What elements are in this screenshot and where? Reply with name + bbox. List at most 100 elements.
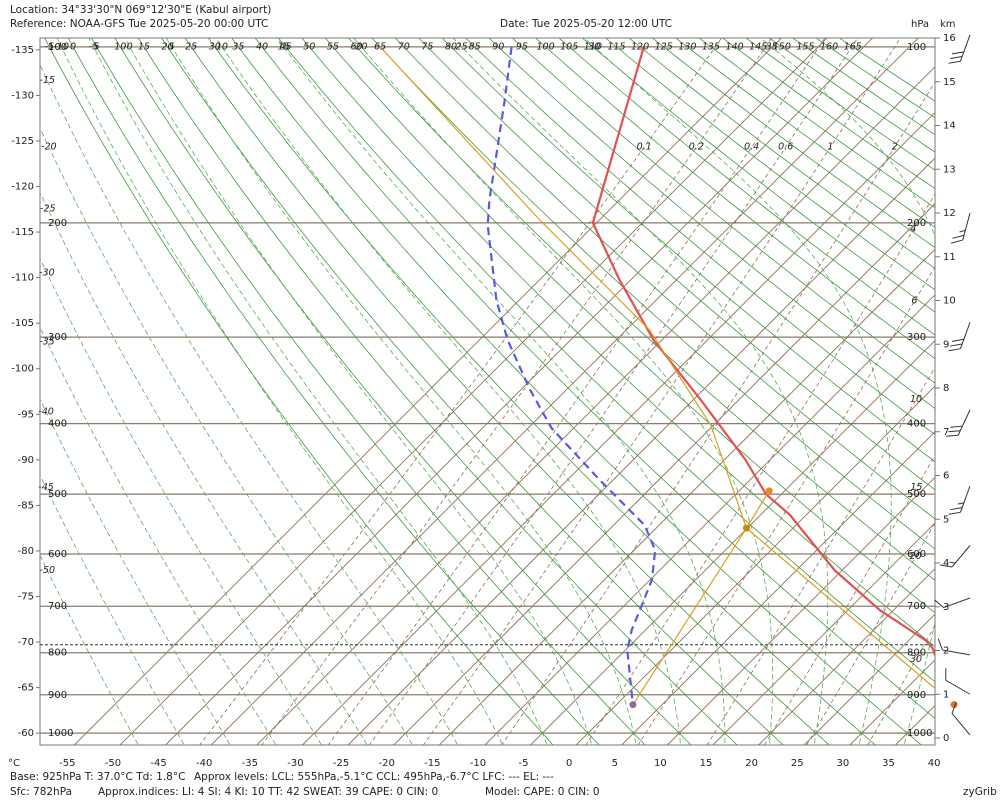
- z-tick-label: 10: [943, 296, 956, 307]
- mixing-ratio-label: 1: [827, 142, 833, 153]
- reference: Reference: NOAA-GFS Tue 2025-05-20 00:00…: [10, 18, 268, 30]
- mixing-ratio-label: 20: [910, 551, 922, 562]
- wind-staff: [951, 713, 971, 736]
- left-tick-label: -60: [18, 728, 34, 739]
- dry-adiabat-label: 5: [94, 41, 100, 52]
- mixing-ratio-line: [637, 266, 935, 745]
- dry-adiabat-label: 85: [469, 41, 481, 52]
- x-tick-label: 15: [700, 758, 713, 769]
- isotherm: [74, 38, 782, 745]
- wind-barb: [951, 338, 964, 342]
- wind-staff: [959, 34, 971, 62]
- dry-adiabat-label: 0: [70, 41, 76, 52]
- wind-barb: [950, 239, 963, 244]
- pressure-label-left: 200: [48, 218, 67, 229]
- pressure-label-left: 800: [48, 648, 67, 659]
- dry-adiabat-label: 105: [560, 41, 578, 52]
- wind-barb: [948, 430, 961, 433]
- moist-adiabat-label: -5: [89, 41, 98, 52]
- moist-adiabat-label: 15: [278, 41, 290, 52]
- pressure-label-right: 400: [907, 419, 926, 430]
- x-tick-label: -45: [150, 758, 166, 769]
- moist-adiabat: [40, 257, 323, 745]
- pressure-label-right: 800: [907, 648, 926, 659]
- mixing-ratio-label: 0.4: [744, 142, 759, 153]
- dry-adiabat-label: 50: [303, 41, 315, 52]
- pressure-label-right: 1000: [907, 728, 932, 739]
- mixing-ratio-label: 2: [892, 142, 898, 153]
- isotherm: [758, 567, 935, 745]
- pressure-label-right: 300: [907, 332, 926, 343]
- left-tick-label: -85: [18, 500, 34, 511]
- dry-adiabat: [161, 38, 784, 745]
- dry-adiabat-label: 165: [844, 41, 862, 52]
- moist-adiabat-label: 30: [588, 41, 600, 52]
- dry-adiabat: [511, 38, 935, 384]
- dry-adiabat-label: 20: [161, 41, 173, 52]
- z-tick-label: 1: [943, 689, 949, 700]
- moist-adiabat-label: 5: [169, 41, 175, 52]
- wind-barb: [950, 507, 963, 511]
- dry-adiabat-label: 135: [702, 41, 720, 52]
- background-lines: [40, 38, 1000, 745]
- dry-adiabat: [488, 38, 935, 409]
- dry-adiabat-label: 65: [374, 41, 386, 52]
- level-point: [765, 487, 773, 495]
- isotherm: [119, 38, 828, 745]
- pressure-label-left: 900: [48, 690, 67, 701]
- mixing-ratio-label: 10: [910, 394, 922, 405]
- pressure-label-left: 500: [48, 489, 67, 500]
- moist-adiabat-label: -20: [41, 142, 57, 153]
- dry-adiabat-label: 15: [138, 41, 150, 52]
- isotherm: [210, 38, 919, 745]
- z-tick-label: 12: [943, 208, 956, 219]
- dry-adiabat: [441, 38, 935, 463]
- levels-info: Approx levels: LCL: 555hPa,-5.1°C CCL: 4…: [194, 771, 554, 783]
- x-tick-label: 25: [791, 758, 804, 769]
- profiles: [40, 46, 935, 706]
- dry-adiabat-label: 45: [280, 41, 292, 52]
- profile-line: [486, 46, 657, 705]
- dry-adiabat-label: 140: [726, 41, 744, 52]
- dry-adiabat: [137, 38, 738, 745]
- dry-adiabat-label: 70: [398, 41, 410, 52]
- z-tick-label: 14: [943, 121, 956, 132]
- left-tick-label: -95: [18, 409, 34, 420]
- moist-adiabat-label: 20: [355, 41, 367, 52]
- labels: -55 -50 -45 -40 -35 -30 -25 -20 -15 -10 -5 0 5 10 15 20…: [11, 33, 971, 769]
- x-tick-label: -30: [287, 758, 303, 769]
- profile-line: [632, 527, 748, 706]
- isotherm: [621, 431, 935, 745]
- mixing-ratio-line: [501, 81, 935, 745]
- dry-adiabat: [301, 38, 935, 648]
- wind-barb: [951, 51, 964, 55]
- pressure-label-right: 700: [907, 601, 926, 612]
- pressure-label-left: 300: [48, 332, 67, 343]
- x-tick-label: -5: [519, 758, 529, 769]
- pressure-label-left: 1000: [48, 728, 73, 739]
- left-tick-label: -100: [11, 364, 34, 375]
- mixing-ratio-line: [368, 38, 859, 745]
- isotherm: [438, 248, 935, 745]
- isotherm: [941, 38, 1000, 745]
- wind-barb: [940, 564, 953, 568]
- wind-staff: [951, 545, 971, 568]
- isotherm: [530, 339, 935, 745]
- left-tick-label: -125: [11, 136, 34, 147]
- mixing-ratio-line: [764, 454, 935, 745]
- moist-adiabat-label: 25: [456, 41, 468, 52]
- dry-adiabat-label: 130: [678, 41, 696, 52]
- isotherm: [803, 613, 935, 745]
- dry-adiabat: [254, 38, 935, 719]
- wind-staff: [942, 649, 971, 656]
- wind-barb: [950, 56, 963, 60]
- moist-adiabat-label: -15: [40, 75, 56, 86]
- left-tick-label: -135: [11, 45, 34, 56]
- wind-barb: [951, 702, 957, 714]
- pressure-label-left: 400: [48, 419, 67, 430]
- wind-barb: [957, 502, 964, 505]
- wind-barb: [949, 561, 956, 564]
- left-tick-label: -80: [18, 546, 34, 557]
- isotherm: [347, 157, 935, 745]
- dry-adiabat: [90, 38, 646, 745]
